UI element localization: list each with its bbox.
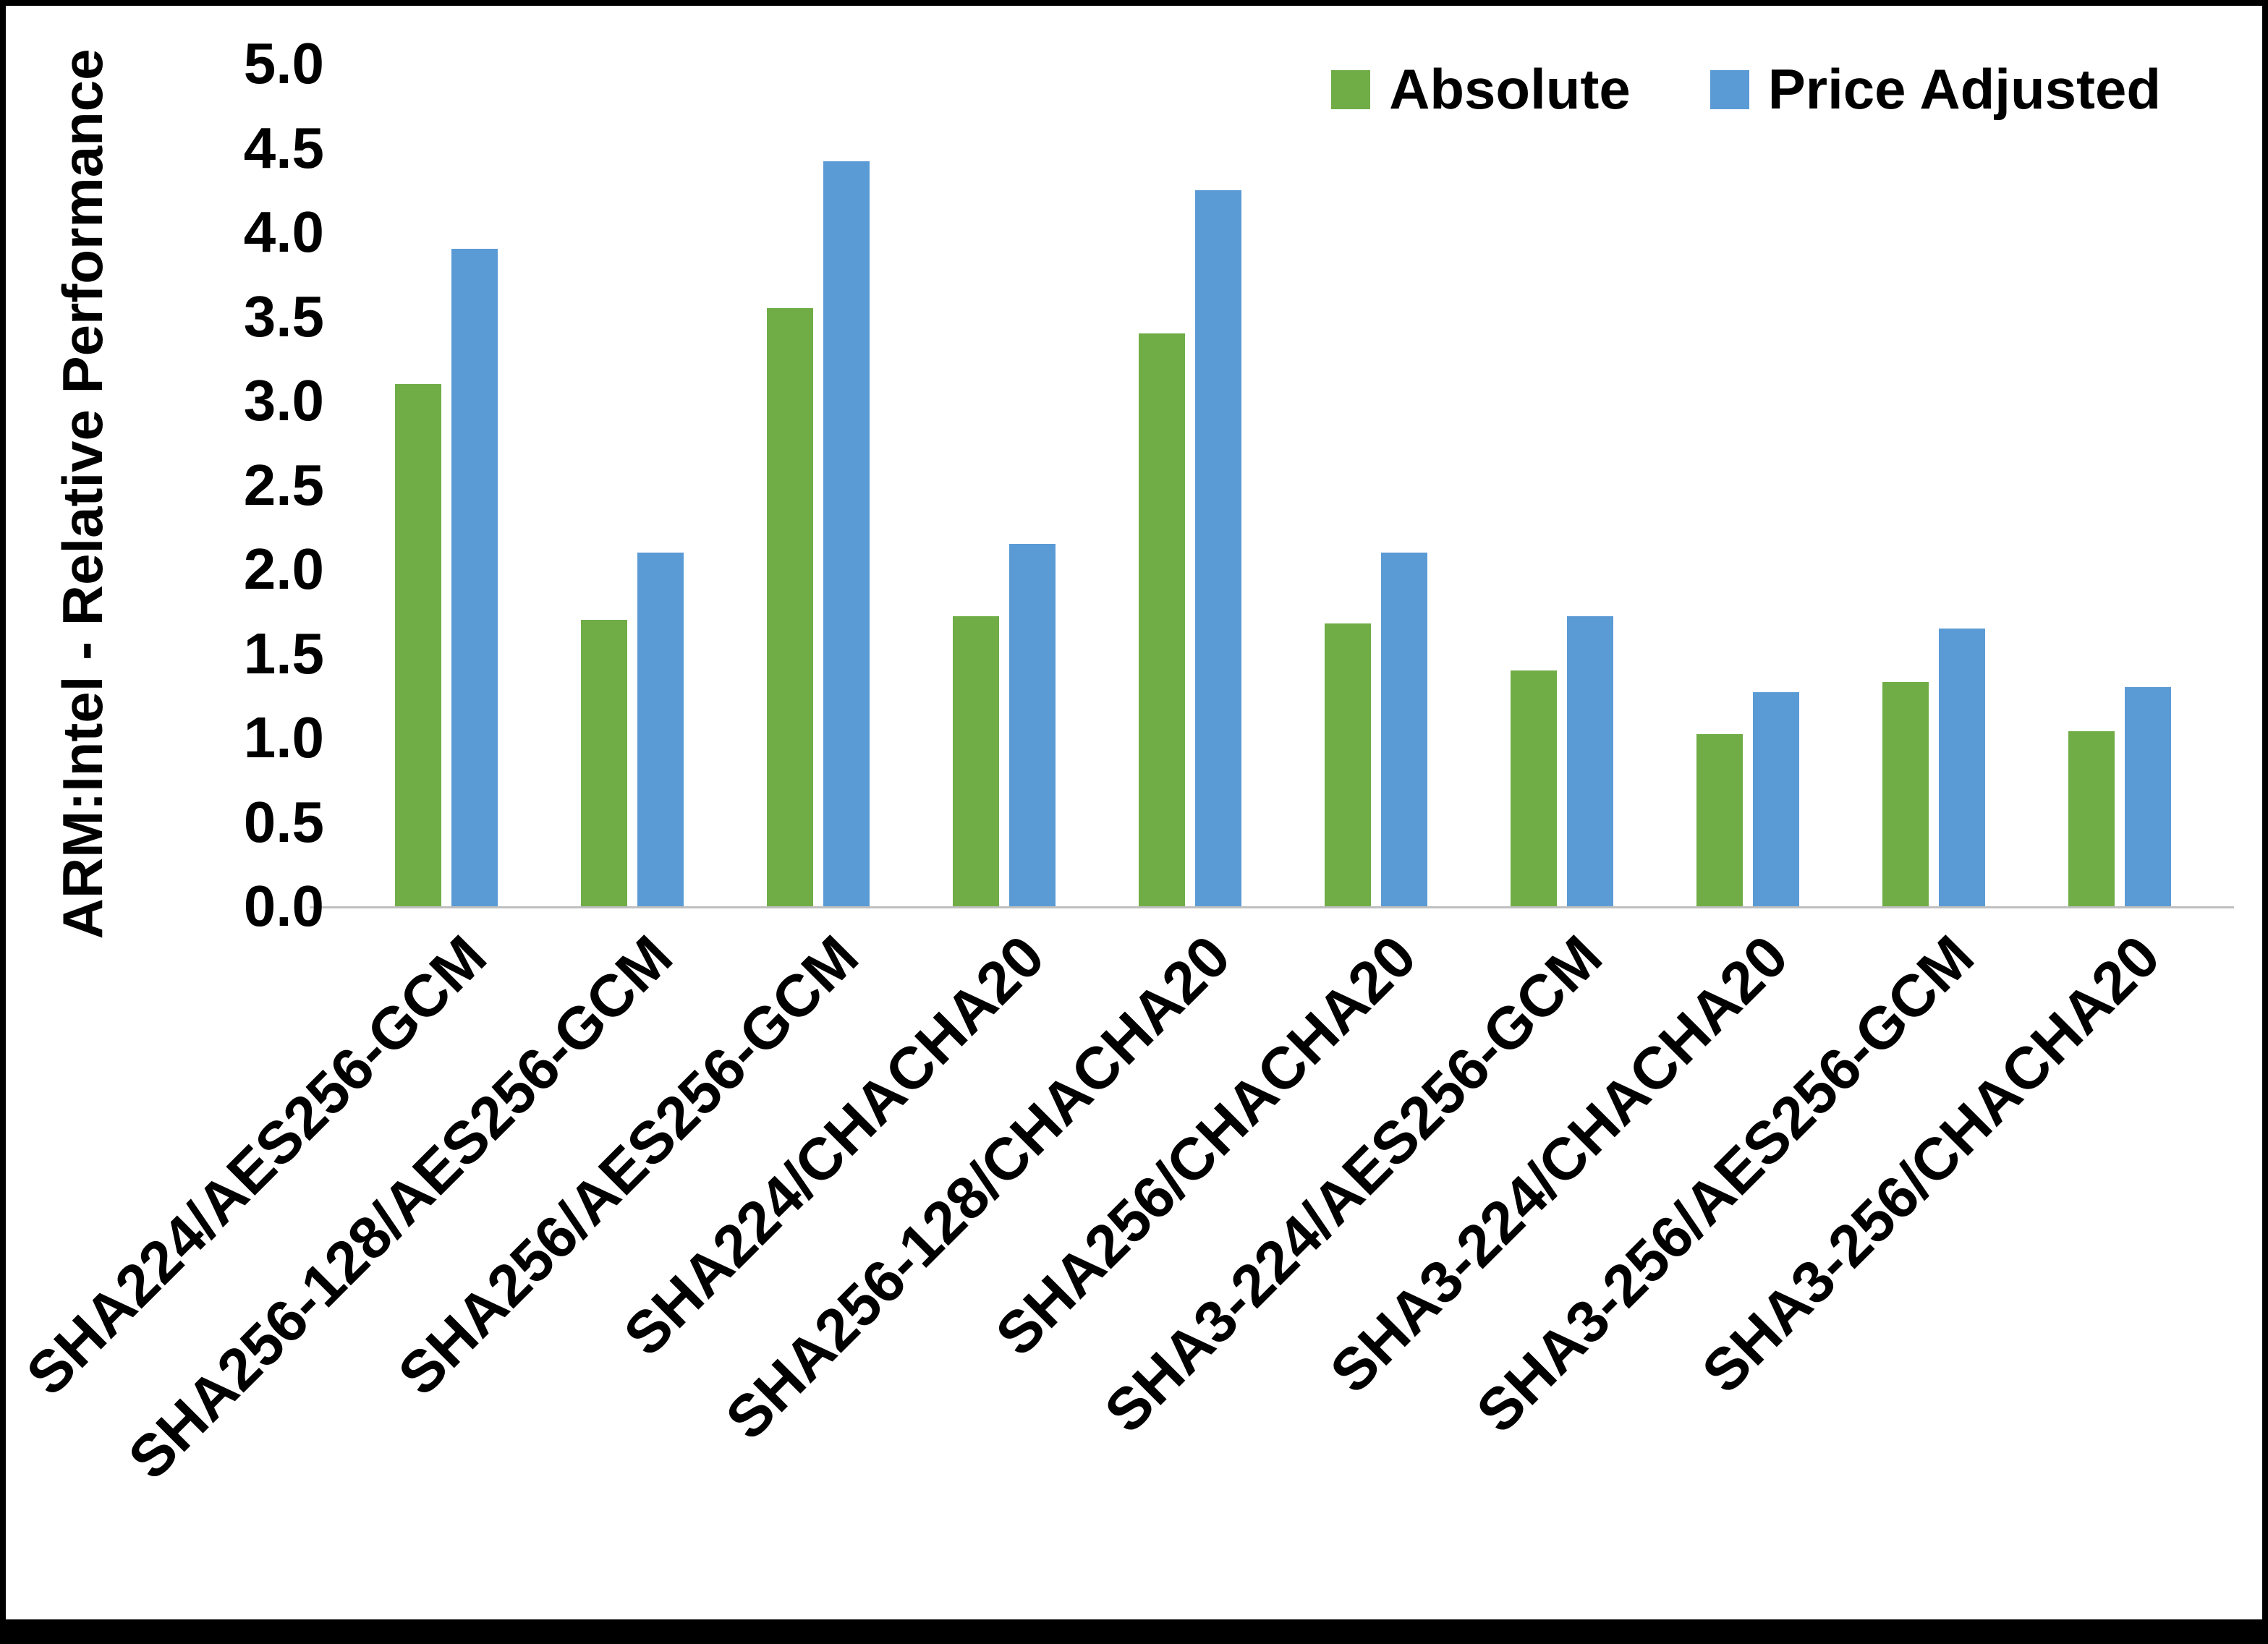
bar-price-adjusted-9 [2124,687,2171,906]
x-category-label: SHA3-256/AES256-GCM [1464,923,1987,1446]
bar-absolute-6 [1510,670,1557,906]
legend-item: Absolute [1331,56,1631,122]
y-tick-label: 4.0 [243,200,324,264]
x-category-label: SHA3-256/CHACHA20 [1689,923,2173,1406]
bar-price-adjusted-8 [1938,628,1985,906]
x-category-label: SHA256/CHACHA20 [982,923,1429,1368]
y-tick-label: 3.5 [243,284,324,349]
y-tick-label: 1.0 [243,705,324,770]
bar-absolute-1 [580,619,627,906]
bar-price-adjusted-4 [1194,189,1241,906]
x-axis-labels: SHA224/AES256-GCM SHA256-128/AES256-GCM SH… [6,923,2262,1577]
x-category-label: SHA256-128/CHACHA20 [713,923,1243,1452]
bar-absolute-8 [1882,682,1929,906]
plot-area [6,6,2262,1619]
y-tick-label: 3.0 [243,368,324,433]
bar-absolute-0 [394,383,441,906]
x-axis-line [310,906,2234,908]
bar-price-adjusted-6 [1566,616,1613,906]
x-category-label: SHA224/CHACHA20 [611,923,1057,1368]
bar-price-adjusted-3 [1008,544,1056,906]
bar-price-adjusted-7 [1752,692,1799,906]
bar-absolute-4 [1138,333,1185,906]
bar-absolute-3 [952,616,999,906]
x-category-label: SHA256/AES256-GCM [386,923,871,1408]
bar-price-adjusted-2 [823,161,870,906]
y-tick-label: 2.5 [243,452,324,517]
x-category-label: SHA3-224/CHACHA20 [1317,923,1801,1406]
bar-price-adjusted-1 [637,552,684,906]
bar-absolute-2 [766,307,813,906]
legend-swatch-icon [1331,69,1371,109]
legend: Absolute Price Adjusted [1331,56,2161,122]
legend-swatch-icon [1710,69,1749,109]
legend-label: Price Adjusted [1767,57,2161,121]
y-tick-label: 5.0 [243,31,324,95]
y-tick-label: 4.5 [243,115,324,180]
y-tick-label: 0.5 [243,789,324,854]
x-category-label: SHA3-224/AES256-GCM [1092,923,1615,1446]
y-tick-label: 0.0 [243,874,324,938]
bar-absolute-5 [1324,623,1371,906]
bar-absolute-9 [2068,731,2115,906]
bar-price-adjusted-5 [1380,552,1427,906]
y-tick-label: 1.5 [243,621,324,686]
legend-label: Absolute [1389,57,1631,121]
y-tick-label: 2.0 [243,537,324,601]
bar-absolute-7 [1696,734,1743,906]
legend-item: Price Adjusted [1710,56,2161,122]
bar-price-adjusted-0 [451,249,498,906]
